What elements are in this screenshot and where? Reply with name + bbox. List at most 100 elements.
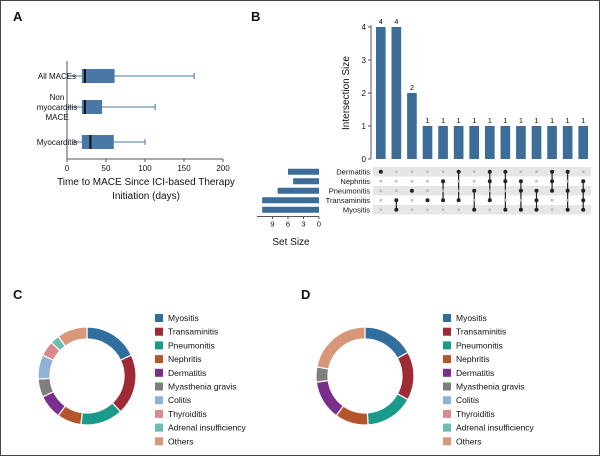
matrix-dot-off <box>379 198 383 202</box>
panel-b-upset: 0 1 2 3 4 Intersection Size 4 4 2 1 1 1 1 1 1 1 1 1 1 1 Derm… <box>257 17 591 248</box>
matrix-dot-on <box>441 179 446 184</box>
legend-label: Others <box>168 436 194 446</box>
legend-swatch <box>443 368 451 377</box>
x-tick-label: 50 <box>102 164 111 173</box>
matrix-dot-off <box>441 170 445 174</box>
matrix-dot-on <box>550 169 555 174</box>
category-label: Non <box>50 93 65 102</box>
matrix-dot-off <box>379 179 383 183</box>
donut-slice-pneumonitis <box>366 393 409 426</box>
matrix-dot-off <box>519 170 523 174</box>
legend-swatch <box>443 396 451 405</box>
bar-value-label: 1 <box>534 116 538 125</box>
legend-label: Transaminitis <box>168 327 218 337</box>
matrix-dot-off <box>535 170 538 174</box>
matrix-dot-on <box>441 198 446 203</box>
bar-value-label: 1 <box>566 116 570 125</box>
legend-label: Nephritis <box>168 354 202 364</box>
legend-label: Dermatitis <box>456 368 494 378</box>
matrix-dot-off <box>503 198 507 202</box>
legend-label: Dermatitis <box>168 368 206 378</box>
donut-slice-transaminitis <box>396 351 415 401</box>
set-size-tick-label: 9 <box>270 220 274 229</box>
matrix-dot-off <box>426 170 429 174</box>
intersection-bar <box>531 126 542 159</box>
category-label: Myocarditis <box>37 138 77 147</box>
matrix-dot-off <box>441 208 445 212</box>
matrix-dot-on <box>425 198 430 203</box>
matrix-dot-on <box>518 207 523 212</box>
matrix-dot-on <box>503 207 508 212</box>
intersection-bar <box>484 126 495 159</box>
legend-label: Pneumonitis <box>168 340 215 350</box>
legend-label: Pneumonitis <box>456 340 503 350</box>
legend-swatch <box>155 437 163 446</box>
matrix-dot-off <box>410 179 414 183</box>
bar-value-label: 1 <box>425 116 429 125</box>
intersection-bar <box>438 126 448 159</box>
legend-label: Myositis <box>456 313 487 323</box>
legend-swatch <box>443 341 451 350</box>
panel-label-b: B <box>251 9 260 24</box>
legend-swatch <box>155 368 163 377</box>
matrix-dot-off <box>488 189 492 193</box>
matrix-dot-on <box>503 179 508 184</box>
bar-value-label: 1 <box>581 116 585 125</box>
y-axis-label: Intersection Size <box>341 56 352 130</box>
matrix-dot-on <box>534 198 539 203</box>
matrix-dot-on <box>581 207 586 212</box>
legend-swatch <box>155 355 163 364</box>
panel-c-donut: Myositis Transaminitis Pneumonitis Nephriti… <box>37 313 247 446</box>
set-label: Myositis <box>343 206 370 215</box>
panel-d-donut: Myositis Transaminitis Pneumonitis Nephriti… <box>315 313 535 446</box>
bar-value-label: 1 <box>488 116 492 125</box>
bar-value-label: 2 <box>410 83 414 92</box>
intersection-bar <box>562 126 573 159</box>
legend-swatch <box>155 423 163 432</box>
matrix-dot-on <box>472 188 477 193</box>
intersection-bar <box>375 27 386 159</box>
legend-label: Colitis <box>168 395 191 405</box>
matrix-dot-off <box>550 198 554 202</box>
matrix-dot-on <box>456 169 461 174</box>
legend-swatch <box>443 327 451 336</box>
legend-swatch <box>155 396 163 405</box>
matrix-dot-off <box>441 189 445 193</box>
matrix-dot-off <box>379 208 383 212</box>
set-label: Pneumonitis <box>329 187 371 196</box>
set-size-bar <box>277 187 319 194</box>
matrix-dot-off <box>535 179 538 183</box>
intersection-bar <box>578 126 589 159</box>
category-label: All MACEs <box>38 72 76 81</box>
matrix-dot-on <box>581 198 586 203</box>
matrix-dot-on <box>487 169 492 174</box>
matrix-dot-on <box>487 198 492 203</box>
x-tick-label: 200 <box>216 164 230 173</box>
matrix-row-stripe <box>373 167 591 177</box>
set-label: Transaminitis <box>326 196 371 205</box>
matrix-dot-off <box>410 208 414 212</box>
matrix-dot-off <box>394 179 398 183</box>
matrix-dot-on <box>534 188 539 193</box>
matrix-dot-off <box>457 179 461 183</box>
x-axis-label: Time to MACE Since ICI-based Therapy <box>57 177 235 188</box>
set-size-tick-label: 3 <box>301 220 305 229</box>
matrix-dot-off <box>566 179 570 183</box>
y-tick-label: 1 <box>362 122 367 131</box>
legend-swatch <box>443 314 451 322</box>
intersection-bar <box>500 126 511 159</box>
intersection-bar <box>469 126 480 159</box>
bar-value-label: 4 <box>379 17 383 26</box>
bar-value-label: 1 <box>457 116 461 125</box>
legend-label: Others <box>456 436 482 446</box>
matrix-dot-on <box>565 207 570 212</box>
donut-slice-dermatitis <box>315 379 345 417</box>
matrix-dot-off <box>581 170 585 174</box>
matrix-dot-off <box>379 189 383 193</box>
matrix-row-stripe <box>373 205 591 215</box>
matrix-dot-on <box>518 179 523 184</box>
donut-slice-myositis <box>86 326 133 362</box>
set-size-axis-label: Set Size <box>272 237 310 248</box>
